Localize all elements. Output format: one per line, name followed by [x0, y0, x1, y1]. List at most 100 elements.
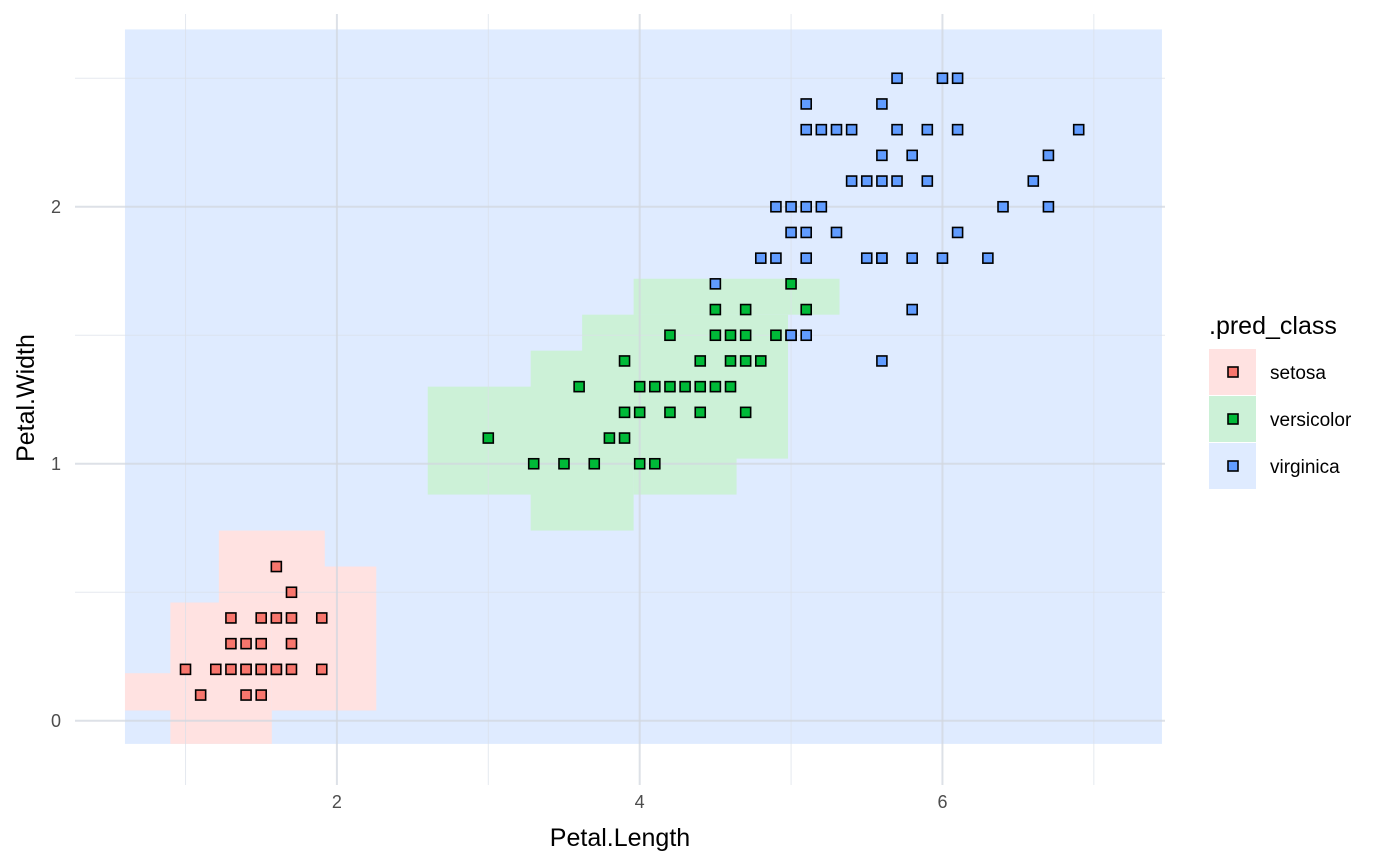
point-setosa — [285, 637, 298, 650]
point-versicolor — [633, 380, 646, 393]
point-setosa — [255, 612, 268, 624]
point-versicolor — [558, 457, 570, 470]
point-virginica — [891, 123, 903, 136]
legend-label: setosa — [1270, 363, 1326, 384]
point-virginica — [785, 329, 797, 342]
point-virginica — [800, 329, 813, 342]
point-virginica — [906, 149, 918, 162]
y-tick-label: 2 — [51, 197, 61, 217]
point-versicolor — [664, 329, 676, 342]
point-virginica — [997, 200, 1009, 213]
point-setosa — [225, 663, 237, 676]
point-virginica — [1027, 175, 1040, 187]
point-setosa — [225, 637, 237, 650]
point-versicolor — [694, 355, 707, 367]
point-virginica — [830, 123, 843, 136]
legend-label: versicolor — [1270, 410, 1352, 431]
legend-item-virginica: virginica — [1209, 443, 1340, 489]
point-versicolor — [739, 303, 752, 316]
point-virginica — [785, 200, 797, 213]
point-versicolor — [633, 457, 646, 470]
point-virginica — [876, 252, 888, 264]
point-versicolor — [800, 303, 813, 316]
point-virginica — [906, 303, 918, 316]
point-versicolor — [618, 432, 631, 444]
point-versicolor — [649, 457, 661, 470]
point-versicolor — [724, 380, 737, 393]
point-versicolor — [724, 329, 737, 342]
region-versicolor-5 — [427, 386, 534, 495]
point-versicolor — [739, 329, 752, 342]
point-virginica — [785, 226, 797, 239]
point-setosa — [315, 663, 328, 676]
point-virginica — [845, 123, 858, 136]
point-virginica — [1072, 123, 1085, 136]
point-virginica — [754, 252, 767, 264]
point-virginica — [876, 355, 888, 367]
point-setosa — [285, 586, 298, 599]
point-versicolor — [482, 432, 495, 444]
point-setosa — [285, 612, 298, 624]
y-axis-ticks: 0 1 2 — [51, 197, 61, 731]
point-virginica — [845, 175, 858, 187]
point-virginica — [921, 123, 934, 136]
point-versicolor — [694, 406, 707, 419]
point-virginica — [951, 123, 964, 136]
x-tick-label: 2 — [332, 792, 342, 812]
point-virginica — [876, 98, 888, 110]
point-virginica — [709, 278, 722, 290]
legend-marker-versicolor — [1227, 413, 1239, 425]
point-versicolor — [633, 406, 646, 419]
point-setosa — [255, 689, 268, 701]
data-points — [179, 72, 1085, 701]
grid-lines — [75, 14, 1165, 785]
legend: .pred_class setosa versicolor virginica — [1209, 312, 1352, 489]
point-virginica — [921, 175, 934, 187]
y-tick-label: 1 — [51, 454, 61, 474]
point-versicolor — [664, 406, 676, 419]
point-virginica — [800, 123, 813, 136]
point-setosa — [194, 689, 207, 701]
point-versicolor — [739, 406, 752, 419]
point-virginica — [936, 252, 949, 264]
point-virginica — [860, 175, 873, 187]
point-versicolor — [785, 278, 797, 290]
legend-marker-virginica — [1227, 460, 1239, 472]
point-setosa — [240, 637, 252, 650]
point-virginica — [982, 252, 994, 264]
point-virginica — [1042, 200, 1055, 213]
point-setosa — [270, 612, 283, 624]
point-virginica — [830, 226, 843, 239]
point-setosa — [315, 612, 328, 624]
point-versicolor — [739, 355, 752, 367]
point-virginica — [800, 226, 813, 239]
x-axis-title: Petal.Length — [550, 824, 690, 852]
point-virginica — [936, 72, 949, 85]
point-versicolor — [649, 380, 661, 393]
point-setosa — [179, 663, 192, 676]
point-versicolor — [573, 380, 585, 393]
point-virginica — [815, 200, 828, 213]
point-versicolor — [709, 303, 722, 316]
point-setosa — [270, 663, 283, 676]
x-tick-label: 4 — [635, 792, 645, 812]
point-virginica — [876, 149, 888, 162]
point-virginica — [906, 252, 918, 264]
point-setosa — [255, 663, 268, 676]
x-tick-label: 6 — [937, 792, 947, 812]
point-setosa — [240, 663, 252, 676]
point-setosa — [285, 663, 298, 676]
legend-marker-setosa — [1227, 366, 1239, 378]
point-virginica — [1042, 149, 1055, 162]
point-versicolor — [588, 457, 601, 470]
point-virginica — [891, 175, 903, 187]
point-virginica — [815, 123, 828, 136]
point-versicolor — [679, 380, 691, 393]
point-versicolor — [770, 329, 782, 342]
x-axis-ticks: 2 4 6 — [332, 792, 948, 812]
point-versicolor — [603, 432, 616, 444]
point-setosa — [270, 560, 283, 573]
point-virginica — [800, 98, 813, 110]
y-tick-label: 0 — [51, 711, 61, 731]
